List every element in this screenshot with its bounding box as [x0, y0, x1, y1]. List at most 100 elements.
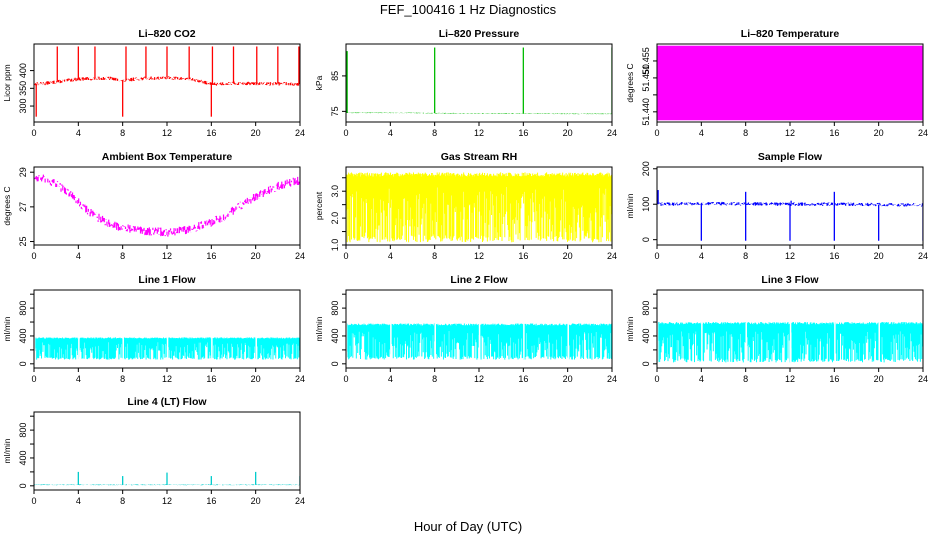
panel-data: [34, 174, 300, 237]
y-tick-label: 800: [330, 301, 340, 316]
y-tick-label: 25: [18, 237, 28, 247]
panel-title: Li–820 CO2: [138, 28, 195, 40]
y-tick-label: 0: [330, 361, 340, 366]
x-tick-label: 8: [120, 374, 125, 384]
y-tick-label: 300: [18, 99, 28, 114]
x-tick-label: 4: [76, 128, 81, 138]
x-tick-label: 16: [829, 128, 839, 138]
x-tick-label: 4: [699, 251, 704, 261]
x-tick-label: 20: [874, 251, 884, 261]
x-tick-label: 24: [918, 128, 928, 138]
x-tick-label: 0: [31, 374, 36, 384]
x-tick-label: 24: [607, 128, 617, 138]
x-tick-label: 12: [162, 128, 172, 138]
y-tick-label: 0: [18, 483, 28, 488]
y-tick-label: 29: [18, 167, 28, 177]
x-tick-label: 24: [295, 251, 305, 261]
y-tick-label: 27: [18, 202, 28, 212]
x-tick-label: 24: [607, 251, 617, 261]
x-tick-label: 20: [251, 496, 261, 506]
panel-y-axis-label: kPa: [314, 75, 324, 90]
x-tick-label: 0: [343, 374, 348, 384]
panel-y-axis-label: percent: [314, 191, 324, 220]
panel-title: Gas Stream RH: [441, 151, 517, 163]
panel-title: Li–820 Pressure: [439, 28, 520, 40]
x-tick-label: 24: [607, 374, 617, 384]
x-tick-label: 0: [31, 251, 36, 261]
data-series: [346, 112, 612, 115]
y-tick-label: 51.440: [641, 98, 651, 126]
panel-frame: [345, 43, 613, 123]
panel-data: [657, 190, 923, 241]
y-tick-label: 400: [641, 328, 651, 343]
y-tick-label: 85: [330, 71, 340, 81]
y-tick-label: 800: [641, 301, 651, 316]
x-tick-label: 20: [563, 374, 573, 384]
panel-y-axis-label: ml/min: [625, 316, 635, 341]
panel-5: Gas Stream RH percent 0 4 8 12 16 20 24 1.0 2.0 3.0: [314, 151, 617, 261]
x-tick-label: 0: [343, 251, 348, 261]
panel-2: Li–820 Pressure kPa 0 4 8 12 16 20 24 75 85: [314, 28, 617, 138]
x-tick-label: 16: [518, 128, 528, 138]
x-tick-label: 8: [432, 251, 437, 261]
figure-x-axis-label: Hour of Day (UTC): [414, 519, 522, 534]
y-tick-label: 1.0: [330, 239, 340, 252]
x-tick-label: 16: [206, 128, 216, 138]
data-series: [34, 75, 300, 86]
x-tick-label: 12: [474, 251, 484, 261]
x-tick-label: 24: [295, 128, 305, 138]
data-series: [346, 172, 612, 243]
panel-6: Sample Flow ml/min 0 4 8 12 16 20 24 0 100 200: [625, 151, 928, 261]
panel-data: [657, 322, 923, 363]
x-tick-label: 24: [918, 374, 928, 384]
panel-3: Li–820 Temperature degrees C 0 4 8 12 16 20 24 51…: [625, 28, 928, 138]
y-tick-label: 3.0: [330, 185, 340, 198]
y-tick-label: 0: [641, 361, 651, 366]
x-tick-label: 0: [654, 128, 659, 138]
panel-title: Sample Flow: [758, 151, 823, 163]
panel-y-axis-label: ml/min: [2, 316, 12, 341]
panel-4: Ambient Box Temperature degrees C 0 4 8 12 16 2…: [2, 151, 305, 261]
panel-data: [34, 337, 300, 360]
x-tick-label: 12: [162, 374, 172, 384]
x-tick-label: 16: [829, 374, 839, 384]
x-tick-label: 12: [785, 128, 795, 138]
y-tick-label: 400: [18, 450, 28, 465]
x-tick-label: 8: [120, 496, 125, 506]
panel-data: [34, 471, 300, 486]
y-tick-label: 2.0: [330, 212, 340, 225]
x-tick-label: 24: [295, 374, 305, 384]
x-tick-label: 20: [251, 374, 261, 384]
x-tick-label: 20: [563, 251, 573, 261]
x-tick-label: 8: [432, 374, 437, 384]
panel-title: Li–820 Temperature: [741, 28, 840, 40]
y-tick-label: 51.455: [641, 47, 651, 75]
x-tick-label: 4: [699, 374, 704, 384]
panel-data: [346, 47, 612, 115]
x-tick-label: 16: [518, 374, 528, 384]
panel-y-axis-label: degrees C: [625, 63, 635, 102]
x-tick-label: 8: [432, 128, 437, 138]
panel-data: [657, 45, 923, 121]
y-tick-label: 51.450: [641, 64, 651, 92]
y-tick-label: 800: [18, 301, 28, 316]
x-tick-label: 16: [206, 251, 216, 261]
data-series: [34, 174, 300, 237]
panel-7: Line 1 Flow ml/min 0 4 8 12 16 20 24 0 400 800: [2, 274, 305, 384]
y-tick-label: 200: [641, 161, 651, 176]
y-tick-label: 0: [18, 361, 28, 366]
x-tick-label: 12: [162, 496, 172, 506]
x-tick-label: 8: [120, 251, 125, 261]
x-tick-label: 0: [654, 374, 659, 384]
x-tick-label: 4: [388, 374, 393, 384]
x-tick-label: 8: [743, 251, 748, 261]
x-tick-label: 16: [518, 251, 528, 261]
x-tick-label: 12: [474, 374, 484, 384]
x-tick-label: 4: [388, 128, 393, 138]
x-tick-label: 0: [343, 128, 348, 138]
panel-title: Line 3 Flow: [761, 274, 819, 286]
x-tick-label: 20: [251, 251, 261, 261]
x-tick-label: 0: [654, 251, 659, 261]
